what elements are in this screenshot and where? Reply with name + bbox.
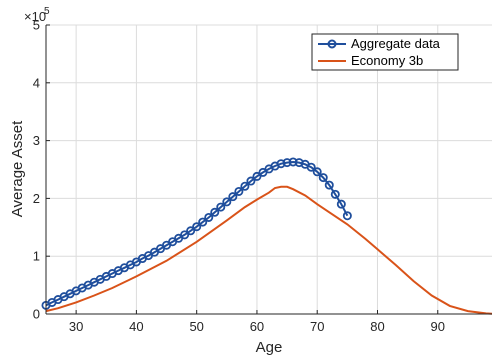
y-axis-title: Average Asset bbox=[9, 120, 26, 217]
aggregate-data-point bbox=[180, 230, 190, 240]
aggregate-data-point bbox=[222, 197, 232, 207]
y-tick-label: 3 bbox=[33, 133, 40, 148]
aggregate-data-point bbox=[342, 211, 352, 221]
series-layer bbox=[41, 157, 492, 315]
axes bbox=[45, 24, 492, 315]
legend-label-economy: Economy 3b bbox=[351, 53, 423, 68]
x-tick-label: 60 bbox=[250, 319, 264, 334]
aggregate-data-point bbox=[240, 181, 250, 191]
aggregate-data-point bbox=[288, 157, 298, 167]
x-tick-label: 40 bbox=[129, 319, 143, 334]
y-exponent-base: ×10 bbox=[24, 9, 46, 24]
y-tick-label: 4 bbox=[33, 75, 40, 90]
legend: Aggregate data Economy 3b bbox=[311, 33, 459, 71]
aggregate-data-point bbox=[210, 207, 220, 217]
aggregate-data-point bbox=[234, 186, 244, 196]
series-line-economy-3b bbox=[45, 185, 492, 315]
x-axis-title: Age bbox=[256, 339, 283, 355]
aggregate-data-point bbox=[186, 226, 196, 236]
x-tick-label: 70 bbox=[310, 319, 324, 334]
aggregate-data-point bbox=[324, 180, 334, 190]
aggregate-data-point bbox=[276, 159, 286, 169]
aggregate-data-point bbox=[312, 167, 322, 177]
x-tick-label: 80 bbox=[370, 319, 384, 334]
y-tick-label: 1 bbox=[33, 249, 40, 264]
aggregate-data-point bbox=[282, 158, 292, 168]
y-tick-label: 0 bbox=[33, 307, 40, 322]
grid bbox=[46, 24, 492, 314]
aggregate-data-point bbox=[192, 222, 202, 232]
aggregate-data-point bbox=[198, 217, 208, 227]
aggregate-data-point bbox=[204, 212, 214, 222]
y-tick-label: 2 bbox=[33, 191, 40, 206]
aggregate-data-point bbox=[216, 202, 226, 212]
legend-marker-aggregate bbox=[327, 39, 337, 49]
aggregate-data-point bbox=[252, 171, 262, 181]
x-tick-label: 90 bbox=[431, 319, 445, 334]
aggregate-data-point bbox=[318, 173, 328, 183]
tick-labels: 30 40 50 60 70 80 90 0 1 2 3 4 5 bbox=[33, 18, 445, 335]
aggregate-data-point bbox=[330, 189, 340, 199]
aggregate-data-point bbox=[246, 176, 256, 186]
x-tick-label: 50 bbox=[189, 319, 203, 334]
aggregate-data-point bbox=[306, 162, 316, 172]
legend-label-aggregate: Aggregate data bbox=[351, 36, 441, 51]
y-tick-label: 5 bbox=[33, 18, 40, 33]
x-tick-label: 30 bbox=[69, 319, 83, 334]
y-exponent-power: 5 bbox=[44, 6, 50, 17]
legend-box bbox=[311, 33, 459, 71]
aggregate-data-point bbox=[336, 199, 346, 209]
aggregate-data-point bbox=[228, 192, 238, 202]
